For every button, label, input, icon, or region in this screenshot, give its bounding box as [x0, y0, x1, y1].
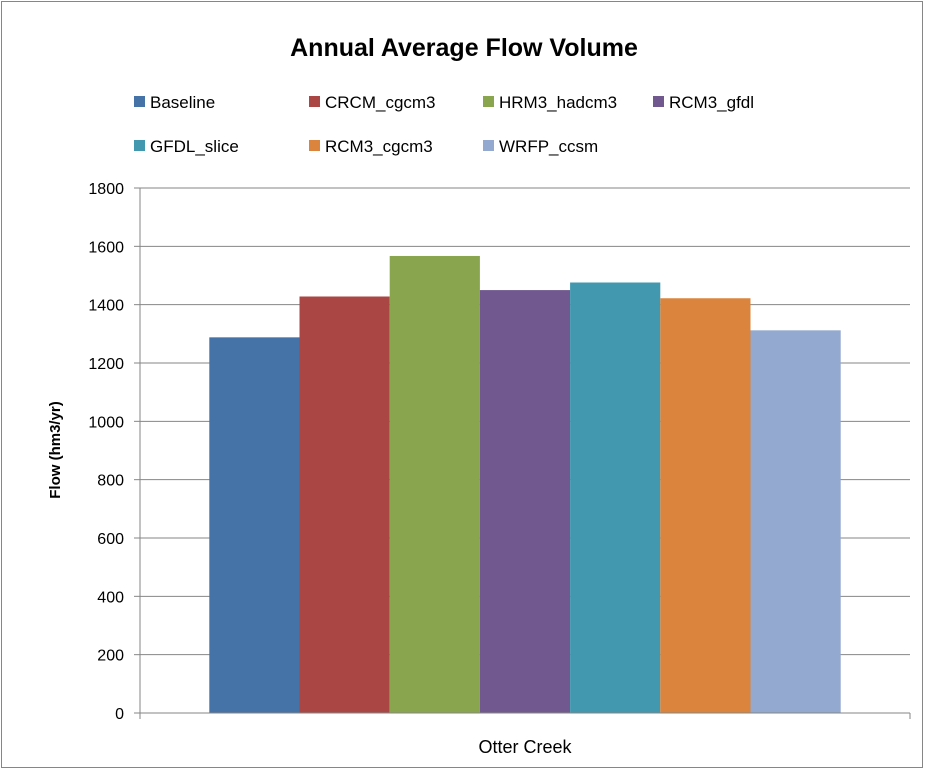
- legend-label: GFDL_slice: [150, 137, 239, 156]
- legend-item-wrfp-ccsm: WRFP_ccsm: [483, 137, 598, 156]
- y-tick-label: 400: [97, 589, 124, 606]
- legend-swatch: [309, 140, 320, 151]
- bar-wrfp-ccsm: [750, 330, 841, 713]
- bar-baseline: [209, 337, 300, 713]
- legend-swatch: [483, 96, 494, 107]
- y-axis-label: Flow (hm3/yr): [47, 401, 64, 499]
- bar-hrm3-hadcm3: [389, 255, 480, 714]
- legend-label: RCM3_gfdl: [669, 93, 754, 112]
- x-category-label: Otter Creek: [478, 737, 572, 757]
- bar-gfdl-slice: [570, 282, 661, 713]
- y-tick-label: 1200: [88, 356, 124, 373]
- legend-label: RCM3_cgcm3: [325, 137, 433, 156]
- y-tick-label: 0: [115, 706, 124, 723]
- legend-item-baseline: Baseline: [134, 93, 215, 112]
- y-tick-label: 1400: [88, 298, 124, 315]
- bar-crcm-cgcm3: [299, 296, 390, 713]
- legend-swatch: [134, 96, 145, 107]
- legend-swatch: [134, 140, 145, 151]
- legend-label: HRM3_hadcm3: [499, 93, 617, 112]
- bar-rcm3-cgcm3: [660, 298, 751, 713]
- legend-item-rcm3-cgcm3: RCM3_cgcm3: [309, 137, 433, 156]
- legend-item-rcm3-gfdl: RCM3_gfdl: [653, 93, 754, 112]
- y-tick-label: 1600: [88, 239, 124, 256]
- axes: [134, 187, 911, 719]
- y-tick-label: 600: [97, 531, 124, 548]
- bar-rcm3-gfdl: [479, 290, 571, 713]
- bars: [209, 255, 841, 714]
- legend-label: Baseline: [150, 93, 215, 112]
- y-tick-label: 200: [97, 648, 124, 665]
- legend-swatch: [653, 96, 664, 107]
- legend-item-hrm3-hadcm3: HRM3_hadcm3: [483, 93, 617, 112]
- x-category-labels: Otter Creek: [478, 737, 572, 757]
- legend-item-gfdl-slice: GFDL_slice: [134, 137, 239, 156]
- legend-item-crcm-cgcm3: CRCM_cgcm3: [309, 93, 436, 112]
- legend-swatch: [483, 140, 494, 151]
- y-tick-label: 1800: [88, 181, 124, 198]
- legend-swatch: [309, 96, 320, 107]
- legend-label: CRCM_cgcm3: [325, 93, 436, 112]
- legend-label: WRFP_ccsm: [499, 137, 598, 156]
- y-tick-labels: 0 200 400 600 800 1000 1200 1400 1600 1800: [88, 181, 124, 723]
- y-tick-label: 1000: [88, 414, 124, 431]
- legend: Baseline CRCM_cgcm3 HRM3_hadcm3 RCM3_gfdl GF…: [134, 93, 754, 156]
- y-tick-label: 800: [97, 473, 124, 490]
- chart-title: Annual Average Flow Volume: [290, 34, 638, 62]
